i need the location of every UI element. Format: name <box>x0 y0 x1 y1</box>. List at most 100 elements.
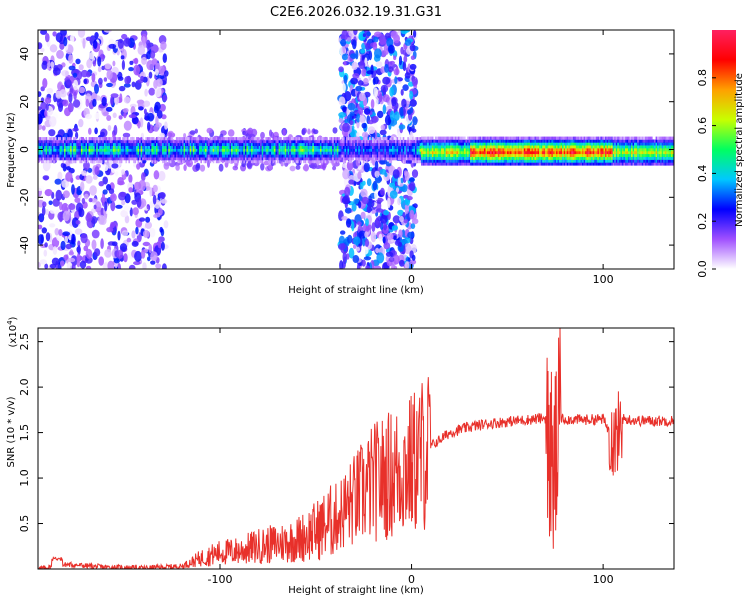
spectrogram-ridge-cell <box>548 136 550 140</box>
spectrogram-ridge-cell <box>430 153 432 157</box>
spectrogram-ridge-cell <box>562 162 564 166</box>
spectrogram-ridge-cell <box>329 151 331 155</box>
spectrogram-ridge-cell <box>376 154 379 158</box>
spectrogram-noise-cell <box>101 65 105 71</box>
spectrogram-noise-cell <box>141 159 147 164</box>
spectrogram-ridge-cell <box>123 139 126 144</box>
spectrogram-ridge-cell <box>260 142 262 146</box>
spectrogram-ridge-cell <box>539 153 541 157</box>
spectrogram-ridge-cell <box>254 151 256 155</box>
spectrogram-ridge-cell <box>280 157 282 161</box>
spectrogram-ridge-cell <box>507 153 509 157</box>
spectrogram-ridge-cell <box>572 153 575 157</box>
spectrogram-ridge-cell <box>516 139 518 143</box>
spectrogram-ridge-cell <box>332 148 334 152</box>
spectrogram-noise-cell <box>98 77 103 85</box>
spectrogram-ridge-cell <box>513 156 515 160</box>
spectrogram-ridge-cell <box>255 157 258 161</box>
spectrogram-noise-cell <box>358 230 367 239</box>
spectrogram-ridge-cell <box>470 142 472 146</box>
spectrogram-ridge-cell <box>123 148 126 152</box>
spectrogram-ridge-cell <box>451 156 454 160</box>
spectrogram-ridge-cell <box>73 157 75 161</box>
spectrogram-ridge-cell <box>243 142 245 146</box>
spectrogram-ridge-cell <box>209 154 212 158</box>
spectrogram-noise-cell <box>44 109 48 117</box>
spectrogram-ridge-cell <box>531 136 534 140</box>
spectrogram-ridge-cell <box>473 145 475 149</box>
spectrogram-ridge-cell <box>392 142 394 146</box>
spectrogram-ridge-cell <box>511 142 514 146</box>
spectrogram-ridge-cell <box>139 145 141 149</box>
spectrogram-noise-cell <box>40 101 47 110</box>
spectrogram-ridge-cell <box>163 154 166 158</box>
spectrogram-ridge-cell <box>519 145 521 149</box>
spectrogram-ridge-cell <box>270 139 273 144</box>
spectrogram-ridge-cell <box>517 162 520 166</box>
spectrogram-ridge-cell <box>215 160 218 164</box>
spectrogram-ridge-cell <box>321 139 324 144</box>
spectrogram-ridge-cell <box>244 157 247 161</box>
spectrogram-ridge-cell <box>272 142 275 146</box>
spectrogram-noise-cell <box>403 243 412 255</box>
spectrogram-ridge-cell <box>100 142 103 146</box>
spectrogram-ridge-cell <box>332 154 334 158</box>
spectrogram-noise-cell <box>341 53 348 61</box>
spectrogram-ridge-cell <box>307 154 310 158</box>
spectrogram-noise-cell <box>138 106 144 111</box>
spectrogram-ridge-cell <box>476 156 478 160</box>
spectrogram-noise-cell <box>72 72 78 78</box>
spectrogram-ridge-cell <box>373 139 376 144</box>
spectrogram-ridge-cell <box>154 139 157 144</box>
spectrogram-noise-cell <box>134 250 142 262</box>
spectrogram-ridge-cell <box>283 139 285 144</box>
spectrogram-ridge-cell <box>290 154 293 158</box>
spectrogram-ridge-cell <box>238 137 241 141</box>
spectrogram-ridge-cell <box>531 156 534 160</box>
spectrogram-ridge-cell <box>234 160 236 164</box>
spectrogram-ridge-cell <box>122 137 124 141</box>
spectrogram-noise-cell <box>207 159 210 168</box>
spectrogram-ridge-cell <box>307 137 310 141</box>
spectrogram-ridge-cell <box>303 151 305 155</box>
spectrogram-ridge-cell <box>303 148 305 152</box>
spectrogram-ridge-cell <box>574 139 576 143</box>
spectrogram-ridge-cell <box>169 151 172 155</box>
spectrogram-ridge-cell <box>179 151 181 155</box>
spectrogram-ridge-cell <box>572 156 575 160</box>
spectrogram-ridge-cell <box>145 151 147 155</box>
spectrogram-ridge-cell <box>579 150 581 155</box>
spectrogram-ridge-cell <box>502 162 504 166</box>
spectrogram-ridge-cell <box>113 148 115 152</box>
spectrogram-ridge-cell <box>372 151 374 155</box>
spectrogram-ridge-cell <box>476 145 478 149</box>
spectrogram-ridge-cell <box>474 153 477 157</box>
spectrogram-ridge-cell <box>240 160 242 164</box>
spectrogram-ridge-cell <box>476 150 478 155</box>
spectrogram-ridge-cell <box>339 157 342 161</box>
spectrogram-ridge-cell <box>362 148 365 152</box>
spectrogram-ridge-cell <box>454 136 457 140</box>
spectrogram-noise-cell <box>363 108 371 115</box>
spectrogram-ridge-cell <box>430 145 432 149</box>
spectrogram-ridge-cell <box>436 159 439 163</box>
spectrogram-ridge-cell <box>577 145 580 149</box>
spectrogram-ridge-cell <box>295 160 298 164</box>
spectrogram-ridge-cell <box>301 151 304 155</box>
spectrogram-noise-cell <box>338 66 344 73</box>
spectrogram-ridge-cell <box>327 157 330 161</box>
spectrogram-noise-cell <box>338 118 344 124</box>
spectrogram-ridge-cell <box>270 157 273 161</box>
spectrogram-noise-cell <box>399 215 404 223</box>
spectrogram-ridge-cell <box>461 136 463 140</box>
spectrogram-ridge-cell <box>439 159 442 163</box>
spectrogram-noise-cell <box>94 248 101 257</box>
spectrogram-ridge-cell <box>569 148 572 152</box>
spectrogram-ridge-cell <box>289 145 291 149</box>
spectrogram-ridge-cell <box>442 162 445 166</box>
spectrogram-ridge-cell <box>539 150 541 155</box>
spectrogram-ridge-cell <box>172 154 175 158</box>
spectrogram-ridge-cell <box>169 142 172 146</box>
spectrogram-ridge-cell <box>59 151 62 155</box>
spectrogram-ridge-cell <box>385 142 388 146</box>
